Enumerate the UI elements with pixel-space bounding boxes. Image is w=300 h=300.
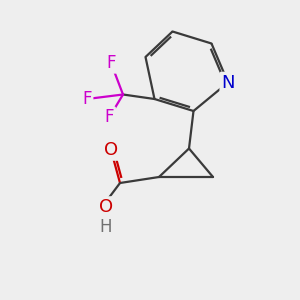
Text: H: H xyxy=(99,218,112,236)
Text: O: O xyxy=(104,141,118,159)
Text: O: O xyxy=(98,198,113,216)
Text: F: F xyxy=(106,54,116,72)
Text: N: N xyxy=(221,74,235,92)
Text: F: F xyxy=(105,108,114,126)
Text: F: F xyxy=(82,90,92,108)
